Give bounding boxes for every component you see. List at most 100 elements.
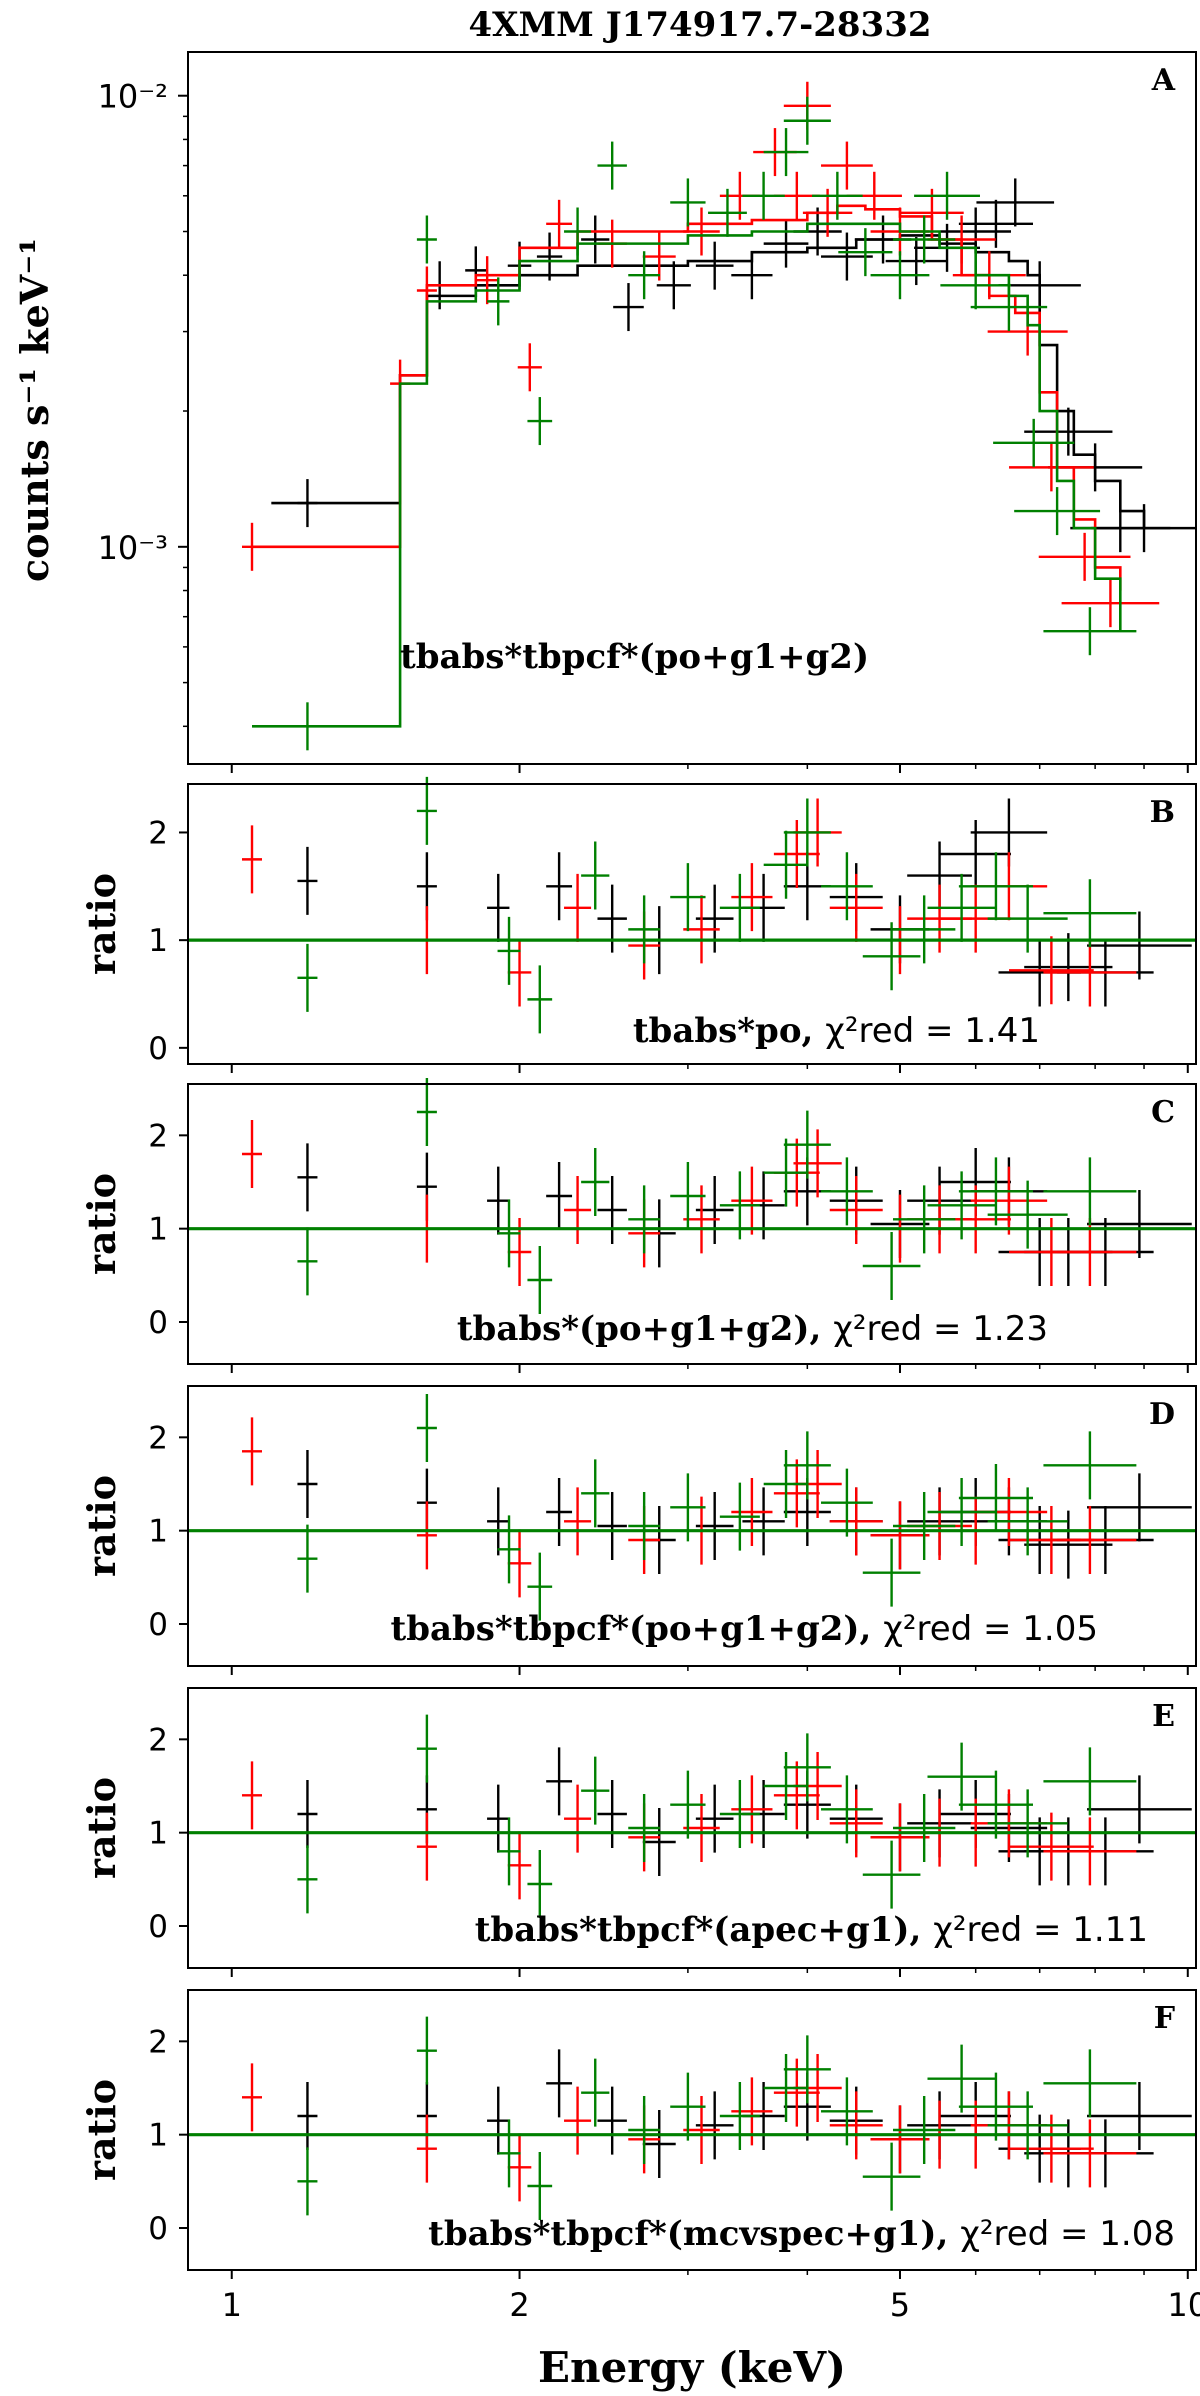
data-point-e-green-13 bbox=[927, 1742, 996, 1811]
data-point-d-green-8 bbox=[763, 1450, 809, 1518]
data-point-f-green-13 bbox=[927, 2044, 996, 2113]
data-point-a-black-5 bbox=[581, 215, 610, 264]
data-point-b-red-15 bbox=[1043, 938, 1137, 1007]
data-point-a-green-3 bbox=[527, 397, 553, 446]
data-point-c-red-6 bbox=[731, 1166, 773, 1235]
data-point-d-red-9 bbox=[829, 1487, 883, 1556]
data-point-b-black-2 bbox=[487, 873, 510, 942]
data-point-b-black-17 bbox=[1087, 911, 1192, 980]
data-point-a-green-6 bbox=[628, 251, 661, 300]
data-point-b-red-14 bbox=[1009, 936, 1094, 1005]
data-point-c-black-4 bbox=[597, 1176, 627, 1244]
data-point-f-green-7 bbox=[719, 2082, 760, 2150]
data-point-a-black-8 bbox=[695, 241, 734, 290]
data-point-b-green-14 bbox=[958, 852, 1033, 921]
data-point-b-black-15 bbox=[1024, 933, 1113, 1002]
panel-f-chi2: χ²red = 1.08 bbox=[960, 2214, 1175, 2254]
data-point-c-green-4 bbox=[581, 1148, 610, 1216]
data-point-d-green-3 bbox=[527, 1552, 553, 1621]
panel-d-frame bbox=[187, 1385, 1197, 1667]
panel-a-ticks: 10⁻² 10⁻³ bbox=[98, 78, 1189, 773]
panel-f-y-axis-label: ratio bbox=[79, 2079, 124, 2181]
data-point-d-black-0 bbox=[297, 1450, 318, 1518]
panel-a-marks bbox=[242, 81, 1197, 751]
data-point-f-green-0 bbox=[297, 2147, 318, 2216]
panel-d-annotation: tbabs*tbpcf*(po+g1+g2), χ²red = 1.05 bbox=[390, 1609, 1098, 1649]
data-point-d-green-12 bbox=[893, 1492, 956, 1560]
data-point-a-red-3 bbox=[476, 256, 499, 305]
panel-e-model: tbabs*tbpcf*(apec+g1), bbox=[475, 1910, 933, 1950]
data-point-c-black-0 bbox=[297, 1143, 318, 1212]
data-point-e-green-2 bbox=[497, 1817, 521, 1886]
panel-a: 10⁻² 10⁻³ A tbabs*tbpcf*(po+g1+g2) counts… bbox=[12, 51, 1197, 773]
data-point-d-red-15 bbox=[1043, 1506, 1137, 1574]
panel-d-letter: D bbox=[1149, 1397, 1175, 1432]
data-point-f-green-1 bbox=[416, 2016, 437, 2085]
panel-c-marks bbox=[188, 1078, 1196, 1314]
data-point-e-black-4 bbox=[597, 1780, 627, 1848]
panel-e: 0 1 2 E tbabs*tbpcf*(apec+g1), χ²red = 1.1… bbox=[79, 1687, 1197, 1977]
data-point-e-green-6 bbox=[670, 1770, 706, 1839]
data-point-d-green-13 bbox=[927, 1478, 996, 1546]
panel-e-letter: E bbox=[1152, 1699, 1175, 1734]
data-point-f-green-16 bbox=[1043, 2049, 1137, 2118]
panel-a-model-annotation: tbabs*tbpcf*(po+g1+g2) bbox=[400, 637, 869, 677]
data-point-a-green-5 bbox=[597, 141, 627, 190]
data-point-d-red-0 bbox=[242, 1417, 263, 1486]
data-point-b-red-2 bbox=[507, 938, 532, 1007]
panel-e-frame bbox=[187, 1687, 1197, 1969]
y-tick-label-a-0.01: 10⁻² bbox=[98, 78, 168, 116]
data-point-f-black-0 bbox=[297, 2082, 318, 2150]
y-tick-label-c-2: 2 bbox=[148, 1118, 168, 1154]
data-point-a-green-7 bbox=[670, 178, 706, 227]
y-tick-label-f-0: 0 bbox=[148, 2211, 168, 2247]
data-point-e-green-16 bbox=[1043, 1747, 1137, 1816]
data-point-d-green-7 bbox=[719, 1482, 760, 1551]
data-point-f-green-5 bbox=[628, 2096, 661, 2164]
data-point-a-black-10 bbox=[763, 219, 809, 268]
panel-a-letter: A bbox=[1151, 63, 1176, 98]
data-point-a-red-21 bbox=[1009, 443, 1094, 492]
data-point-e-red-3 bbox=[564, 1784, 592, 1853]
data-point-d-green-16 bbox=[1043, 1431, 1137, 1500]
data-point-a-black-12 bbox=[821, 232, 873, 281]
data-point-c-green-12 bbox=[893, 1185, 956, 1254]
data-point-c-black-3 bbox=[546, 1162, 573, 1230]
y-tick-label-b-2: 2 bbox=[148, 815, 168, 851]
y-tick-label-d-2: 2 bbox=[148, 1420, 168, 1456]
data-point-d-black-7 bbox=[742, 1487, 785, 1556]
data-point-f-green-8 bbox=[763, 2054, 809, 2122]
data-point-a-black-18 bbox=[976, 178, 1055, 227]
data-point-b-red-3 bbox=[564, 873, 592, 942]
data-point-a-green-2 bbox=[487, 277, 510, 326]
data-point-e-black-0 bbox=[297, 1780, 318, 1848]
data-point-f-red-1 bbox=[416, 2114, 437, 2183]
data-point-d-red-6 bbox=[731, 1478, 773, 1546]
data-point-f-green-2 bbox=[497, 2119, 521, 2188]
data-point-b-green-13 bbox=[927, 873, 996, 942]
panel-c-ticks: 0 1 2 bbox=[148, 1118, 1189, 1373]
data-point-f-green-6 bbox=[670, 2072, 706, 2141]
data-point-a-red-23 bbox=[1061, 579, 1160, 628]
data-point-f-red-9 bbox=[829, 2091, 883, 2160]
data-point-f-red-15 bbox=[1043, 2119, 1137, 2188]
data-point-a-green-1 bbox=[416, 215, 437, 264]
data-point-d-black-15 bbox=[1024, 1510, 1113, 1579]
data-point-e-green-11 bbox=[862, 1840, 921, 1909]
model-step-black bbox=[271, 234, 1146, 529]
data-point-a-red-7 bbox=[642, 232, 676, 281]
data-point-d-red-2 bbox=[507, 1529, 532, 1598]
data-point-a-red-5 bbox=[546, 199, 573, 248]
panel-d-ticks: 0 1 2 bbox=[148, 1420, 1189, 1675]
data-point-a-green-21 bbox=[1043, 607, 1137, 656]
data-point-a-green-13 bbox=[838, 228, 893, 277]
data-point-a-green-11 bbox=[783, 96, 831, 145]
panel-c: 0 1 2 C tbabs*(po+g1+g2), χ²red = 1.23 rat… bbox=[79, 1078, 1197, 1373]
data-point-b-red-6 bbox=[731, 863, 773, 932]
data-point-e-red-0 bbox=[242, 1761, 263, 1830]
data-point-e-black-2 bbox=[487, 1784, 510, 1853]
y-tick-label-d-0: 0 bbox=[148, 1607, 168, 1643]
data-point-b-red-5 bbox=[683, 895, 720, 964]
panel-f: 0 1 2 F tbabs*tbpcf*(mcvspec+g1), χ²red = … bbox=[79, 1989, 1197, 2279]
